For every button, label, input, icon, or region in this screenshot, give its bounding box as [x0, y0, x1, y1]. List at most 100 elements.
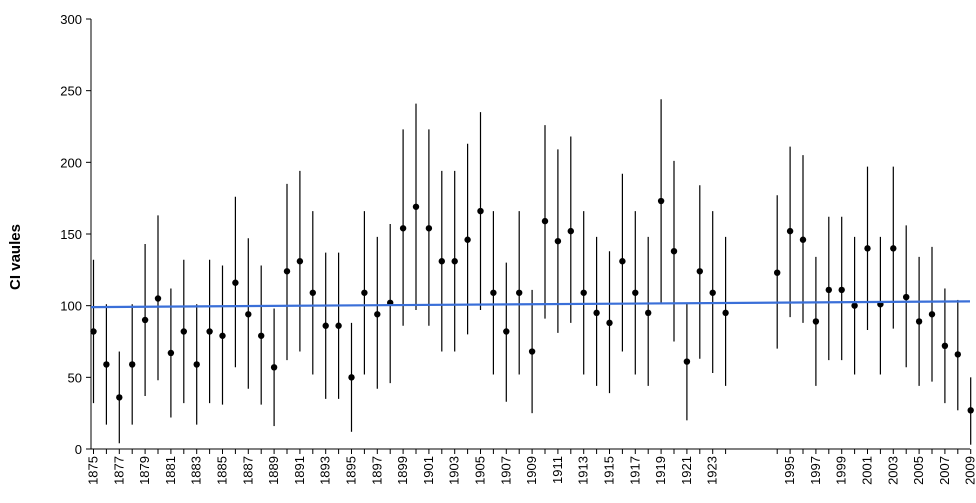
data-point: [799, 236, 807, 243]
data-point: [580, 289, 587, 296]
data-point: [154, 295, 162, 302]
data-point: [451, 258, 458, 265]
data-point: [399, 225, 407, 232]
y-tick-label: 250: [60, 84, 82, 99]
data-point: [103, 361, 110, 368]
y-tick-label: 150: [60, 227, 82, 242]
data-point: [941, 342, 949, 349]
data-point: [812, 318, 820, 325]
data-point: [438, 258, 445, 265]
data-point: [619, 258, 626, 265]
x-tick-label: 1883: [189, 456, 204, 485]
data-point: [722, 309, 729, 317]
x-tick-label: 2001: [860, 456, 875, 485]
data-point: [322, 322, 329, 329]
trendline-layer: [90, 300, 971, 309]
x-tick-label: 1913: [576, 456, 591, 485]
data-point: [464, 236, 471, 243]
data-point: [528, 348, 536, 355]
data-point: [270, 364, 278, 371]
data-points: [90, 197, 974, 414]
x-axis: 1875 1877 1879 1881 1883 1885 1887 1889 1891 1893…: [86, 448, 976, 485]
data-point: [232, 279, 239, 286]
x-tick-label: 1881: [163, 456, 178, 485]
data-point: [490, 289, 497, 296]
data-point: [541, 217, 549, 225]
x-tick-label: 2009: [963, 456, 976, 485]
x-tick-label: 1887: [240, 456, 255, 485]
data-point: [90, 328, 97, 335]
x-tick-label: 2005: [911, 456, 926, 485]
y-tick-label: 100: [60, 299, 82, 314]
x-tick-label: 2007: [937, 456, 952, 485]
y-tick-label: 0: [75, 442, 82, 457]
x-tick-label: 1889: [266, 456, 281, 485]
data-point: [296, 258, 304, 265]
y-tick-label: 300: [60, 12, 82, 27]
x-tick-label: 1905: [473, 456, 488, 485]
data-point: [670, 248, 678, 255]
x-tick-label: 1893: [318, 456, 333, 485]
data-point: [335, 322, 342, 329]
error-bars: [92, 99, 972, 445]
x-tick-label: 1917: [627, 456, 642, 485]
data-point: [928, 311, 936, 318]
x-tick-label: 1995: [782, 456, 797, 485]
y-axis: 0 50 100 150 200 250 300: [60, 12, 92, 457]
data-point: [309, 289, 316, 296]
data-point: [683, 358, 691, 365]
data-point: [696, 268, 703, 275]
x-tick-label: 1899: [395, 456, 410, 485]
x-tick-label: 1907: [498, 456, 513, 485]
data-point: [283, 268, 291, 275]
data-point: [374, 311, 381, 318]
x-tick-label: 2003: [885, 456, 900, 485]
x-tick-label: 1915: [602, 456, 617, 485]
data-point: [348, 374, 355, 381]
x-tick-label: 1891: [292, 456, 307, 485]
x-tick-label: 1903: [447, 456, 462, 485]
x-tick-label: 1919: [653, 456, 668, 485]
data-point: [851, 302, 858, 309]
data-point: [180, 328, 187, 335]
x-tick-label: 1911: [550, 456, 565, 484]
data-point: [116, 394, 123, 401]
data-point: [258, 332, 265, 339]
data-point: [825, 286, 832, 294]
data-point: [193, 361, 200, 368]
trendline: [90, 300, 971, 309]
data-point: [141, 316, 149, 324]
data-point: [477, 207, 484, 215]
data-point: [425, 225, 433, 232]
data-point: [167, 349, 175, 357]
data-point: [915, 318, 923, 325]
data-point: [954, 351, 961, 358]
data-point: [129, 361, 136, 368]
data-point: [774, 269, 781, 276]
data-point: [516, 289, 523, 296]
x-tick-label: 1921: [679, 456, 694, 485]
data-point: [503, 328, 510, 335]
data-point: [412, 203, 420, 210]
data-point: [838, 286, 845, 294]
data-point: [967, 407, 974, 414]
data-point: [786, 227, 794, 235]
data-point: [709, 289, 716, 296]
data-point: [890, 245, 897, 252]
data-point: [645, 309, 652, 317]
data-point: [657, 197, 665, 205]
data-point: [206, 328, 213, 335]
x-tick-label: 1923: [705, 456, 720, 485]
data-point: [632, 289, 639, 296]
data-point: [361, 289, 368, 296]
x-tick-label: 1875: [86, 456, 101, 485]
y-tick-label: 50: [68, 370, 82, 385]
data-point: [606, 319, 613, 327]
x-tick-label: 1879: [137, 456, 152, 485]
data-point: [567, 227, 574, 235]
x-tick-label: 1999: [834, 456, 849, 485]
data-point: [245, 311, 252, 318]
x-tick-label: 1877: [111, 456, 126, 485]
data-point: [903, 293, 910, 301]
